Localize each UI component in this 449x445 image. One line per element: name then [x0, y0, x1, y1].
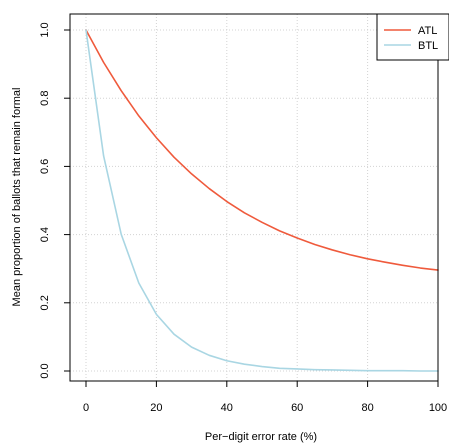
legend-label-btl: BTL — [418, 40, 438, 52]
x-tick-label: 40 — [221, 402, 233, 414]
legend-label-atl: ATL — [418, 25, 437, 37]
grid-lines — [70, 14, 439, 381]
y-tick-label: 0.6 — [39, 159, 51, 174]
legend: ATL BTL — [376, 13, 449, 61]
x-tick-label: 60 — [291, 402, 303, 414]
y-tick-label: 1.0 — [39, 22, 51, 37]
legend-box — [376, 13, 449, 61]
x-tick-label: 80 — [361, 402, 373, 414]
x-axis: 0 20 40 60 80 100 — [83, 380, 447, 414]
x-tick-label: 100 — [429, 402, 447, 414]
series-line-atl — [85, 29, 439, 271]
y-tick-label: 0.8 — [39, 91, 51, 106]
y-tick-label: 0.2 — [39, 295, 51, 310]
y-axis-title: Mean proportion of ballots that remain f… — [11, 88, 23, 307]
x-tick-label: 20 — [150, 402, 162, 414]
series-lines — [85, 29, 439, 372]
series-line-btl — [85, 29, 439, 372]
y-tick-label: 0.4 — [39, 227, 51, 242]
y-tick-label: 0.0 — [39, 363, 51, 378]
plot-frame — [69, 13, 439, 382]
x-tick-label: 0 — [83, 402, 89, 414]
y-axis: 0.0 0.2 0.4 0.6 0.8 1.0 — [39, 22, 71, 379]
x-axis-title: Per−digit error rate (%) — [205, 431, 317, 443]
